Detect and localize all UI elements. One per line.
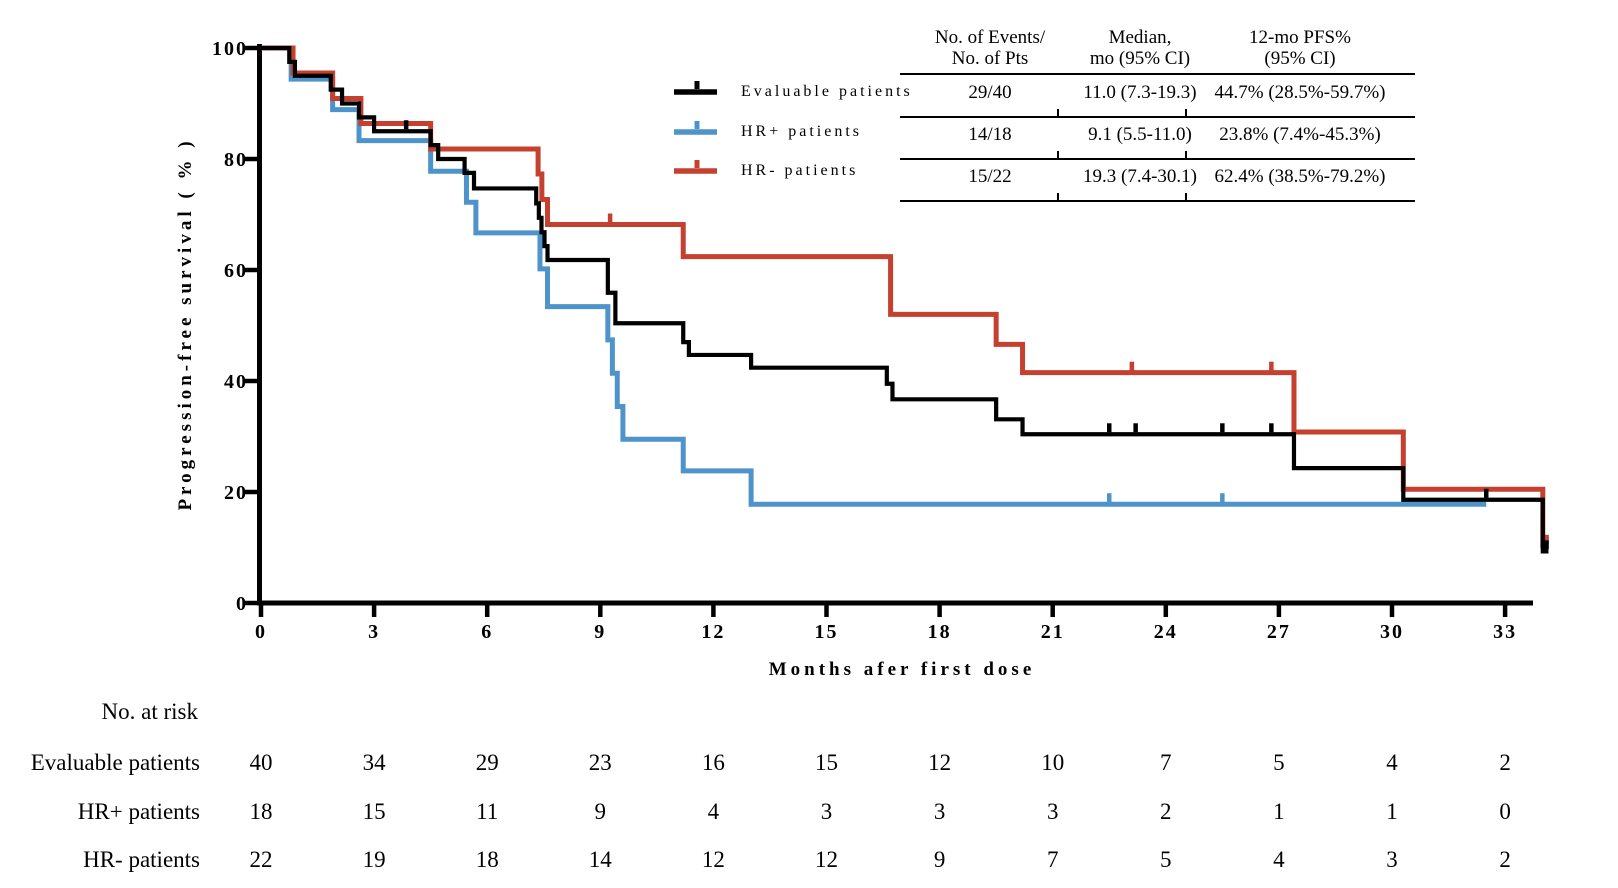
at-risk-value: 7 (1046, 847, 1059, 872)
at-risk-value: 9 (933, 847, 946, 872)
at-risk-value: 12 (928, 750, 952, 775)
stats-median-hr-minus: 19.3 (7.4-30.1) (1083, 166, 1197, 187)
y-tick-label: 0 (236, 593, 248, 615)
at-risk-value: 10 (1041, 750, 1065, 775)
x-tick-label: 9 (594, 621, 606, 643)
legend-label-evaluable: Evaluable patients (741, 83, 913, 100)
at-risk-value: 5 (1160, 847, 1172, 872)
at-risk-value: 1 (1386, 799, 1398, 824)
km-curve-evaluable-patients (261, 45, 1549, 554)
stats-col-divider (1185, 109, 1187, 116)
at-risk-value: 18 (475, 847, 499, 872)
at-risk-value: 2 (1499, 750, 1511, 775)
y-axis-title: Progression-free survival ( % ) (175, 137, 196, 511)
at-risk-value: 23 (588, 750, 612, 775)
at-risk-value: 4 (1273, 847, 1285, 872)
at-risk-label-evaluable: Evaluable patients (30, 750, 200, 775)
at-risk-value: 15 (815, 750, 838, 775)
y-tick-label: 80 (224, 149, 248, 171)
stats-header-pfs-line1: 12-mo PFS% (1249, 27, 1351, 48)
legend-label-hr-minus: HR- patients (741, 162, 859, 179)
at-risk-title: No. at risk (101, 699, 198, 724)
x-tick-label: 6 (481, 621, 493, 643)
at-risk-value: 16 (701, 750, 725, 775)
stats-col-divider (1057, 151, 1059, 158)
at-risk-value: 3 (820, 799, 833, 824)
x-tick-label: 3 (368, 621, 380, 643)
y-tick-label: 20 (224, 482, 248, 504)
y-tick-label: 100 (212, 38, 248, 60)
at-risk-value: 2 (1499, 847, 1511, 872)
stats-rule-header (900, 73, 1415, 75)
stats-header-pfs: 12-mo PFS% (95% CI) (1185, 27, 1415, 69)
km-curve-hr-patients (261, 45, 1549, 549)
stats-col-divider (1185, 193, 1187, 200)
stats-rule-row2 (900, 158, 1415, 160)
at-risk-value: 15 (362, 799, 386, 824)
stats-events-hr-plus: 14/18 (968, 124, 1012, 145)
stats-header-median-line1: Median, (1108, 27, 1172, 48)
x-tick-label: 21 (1041, 621, 1065, 643)
at-risk-value: 12 (815, 847, 838, 872)
at-risk-value: 18 (249, 799, 273, 824)
stats-header-median: Median, mo (95% CI) (1055, 27, 1225, 69)
stats-header-events-line1: No. of Events/ (934, 27, 1046, 48)
x-tick-label: 24 (1154, 621, 1178, 643)
at-risk-value: 22 (249, 847, 273, 872)
stats-header-events-line2: No. of Pts (951, 48, 1029, 69)
at-risk-value: 1 (1273, 799, 1285, 824)
km-curve-hr-patients (261, 45, 1487, 507)
at-risk-value: 7 (1160, 750, 1172, 775)
at-risk-value: 34 (362, 750, 386, 775)
x-tick-label: 0 (255, 621, 267, 643)
stats-header-events: No. of Events/ No. of Pts (905, 27, 1075, 69)
stats-median-hr-plus: 9.1 (5.5-11.0) (1088, 124, 1192, 145)
at-risk-value: 3 (1046, 799, 1059, 824)
stats-pfs-evaluable: 44.7% (28.5%-59.7%) (1214, 82, 1386, 103)
stats-col-divider (1057, 193, 1059, 200)
x-axis-title: Months afer first dose (768, 659, 1036, 680)
y-tick-label: 40 (224, 371, 248, 393)
at-risk-value: 4 (707, 799, 720, 824)
x-tick-label: 30 (1380, 621, 1404, 643)
at-risk-value: 14 (588, 847, 612, 872)
at-risk-value: 29 (475, 750, 499, 775)
x-tick-label: 33 (1493, 621, 1517, 643)
at-risk-value: 11 (476, 799, 499, 824)
at-risk-value: 3 (1386, 847, 1398, 872)
at-risk-label-hr-plus: HR+ patients (77, 799, 200, 824)
at-risk-value: 0 (1499, 799, 1511, 824)
stats-pfs-hr-minus: 62.4% (38.5%-79.2%) (1214, 166, 1386, 187)
at-risk-value: 9 (594, 799, 607, 824)
at-risk-value: 19 (362, 847, 386, 872)
at-risk-value: 40 (249, 750, 273, 775)
stats-rule-row1 (900, 116, 1415, 118)
x-tick-label: 12 (701, 621, 725, 643)
at-risk-label-hr-minus: HR- patients (83, 847, 200, 872)
km-plot: 0 20 40 60 80 100 0 3 6 9 12 15 18 21 24 27 30 33 (212, 38, 1549, 643)
x-tick-label: 15 (815, 621, 839, 643)
at-risk-value: 5 (1273, 750, 1285, 775)
stats-events-hr-minus: 15/22 (968, 166, 1012, 187)
legend-label-hr-plus: HR+ patients (741, 123, 863, 140)
stats-col-divider (1185, 151, 1187, 158)
stats-events-evaluable: 29/40 (968, 82, 1012, 103)
stats-median-evaluable: 11.0 (7.3-19.3) (1083, 82, 1197, 103)
at-risk-value: 3 (933, 799, 946, 824)
at-risk-value: 2 (1160, 799, 1172, 824)
stats-header-pfs-line2: (95% CI) (1264, 48, 1336, 69)
stats-col-divider (1057, 109, 1059, 116)
stats-header-median-line2: mo (95% CI) (1089, 48, 1191, 69)
stats-pfs-hr-plus: 23.8% (7.4%-45.3%) (1219, 124, 1381, 145)
x-tick-label: 18 (928, 621, 952, 643)
y-tick-label: 60 (224, 260, 248, 282)
at-risk-value: 4 (1386, 750, 1398, 775)
x-tick-label: 27 (1267, 621, 1291, 643)
at-risk-value: 12 (701, 847, 725, 872)
stats-rule-bottom (900, 200, 1415, 202)
